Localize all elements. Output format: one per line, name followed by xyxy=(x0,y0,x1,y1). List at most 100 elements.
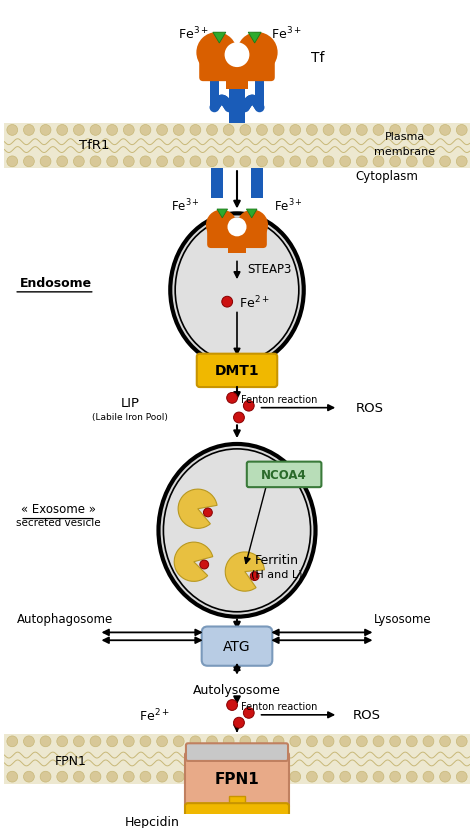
Circle shape xyxy=(241,101,251,111)
Circle shape xyxy=(196,33,237,74)
Circle shape xyxy=(243,708,254,719)
Circle shape xyxy=(256,125,267,136)
Bar xyxy=(226,74,248,89)
Circle shape xyxy=(240,772,251,782)
Circle shape xyxy=(190,125,201,136)
Circle shape xyxy=(290,125,301,136)
Circle shape xyxy=(252,99,261,108)
Circle shape xyxy=(217,95,226,105)
FancyBboxPatch shape xyxy=(199,50,275,82)
Wedge shape xyxy=(225,552,264,591)
Circle shape xyxy=(423,125,434,136)
Circle shape xyxy=(40,156,51,167)
Circle shape xyxy=(223,736,234,747)
Circle shape xyxy=(207,156,218,167)
Circle shape xyxy=(123,772,134,782)
Circle shape xyxy=(240,125,251,136)
Text: secreted vesicle: secreted vesicle xyxy=(16,518,100,527)
Bar xyxy=(210,70,219,109)
Circle shape xyxy=(123,736,134,747)
Circle shape xyxy=(211,101,221,111)
Circle shape xyxy=(7,125,18,136)
Text: ROS: ROS xyxy=(353,709,381,721)
Circle shape xyxy=(406,772,417,782)
FancyBboxPatch shape xyxy=(185,752,289,809)
Text: Autophagosome: Autophagosome xyxy=(17,613,113,625)
Circle shape xyxy=(203,508,212,518)
Circle shape xyxy=(340,156,351,167)
Circle shape xyxy=(57,772,68,782)
Polygon shape xyxy=(217,209,228,219)
Circle shape xyxy=(340,736,351,747)
Circle shape xyxy=(256,156,267,167)
Circle shape xyxy=(173,156,184,167)
Text: membrane: membrane xyxy=(374,147,436,156)
Circle shape xyxy=(323,736,334,747)
Circle shape xyxy=(240,156,251,167)
Text: STEAP3: STEAP3 xyxy=(247,262,291,276)
Circle shape xyxy=(356,736,367,747)
Bar xyxy=(4,734,470,783)
Circle shape xyxy=(245,97,255,107)
Circle shape xyxy=(173,736,184,747)
Circle shape xyxy=(7,736,18,747)
Circle shape xyxy=(173,125,184,136)
Text: Fenton reaction: Fenton reaction xyxy=(241,394,318,404)
Circle shape xyxy=(225,43,249,68)
Circle shape xyxy=(40,772,51,782)
Circle shape xyxy=(456,772,467,782)
Circle shape xyxy=(273,772,284,782)
Circle shape xyxy=(214,97,224,107)
FancyBboxPatch shape xyxy=(185,803,289,828)
Circle shape xyxy=(107,125,118,136)
Circle shape xyxy=(223,101,233,111)
Circle shape xyxy=(242,99,252,109)
Text: (H and L): (H and L) xyxy=(250,569,302,579)
Circle shape xyxy=(107,736,118,747)
Text: TfR1: TfR1 xyxy=(80,139,110,152)
Circle shape xyxy=(356,772,367,782)
Text: FPN1: FPN1 xyxy=(215,771,259,786)
Text: Endosome: Endosome xyxy=(19,277,91,289)
Circle shape xyxy=(255,104,264,113)
Circle shape xyxy=(247,95,257,105)
Circle shape xyxy=(237,210,268,242)
Circle shape xyxy=(250,572,259,580)
Circle shape xyxy=(240,736,251,747)
Text: Fe$^{3+}$: Fe$^{3+}$ xyxy=(178,26,208,42)
Circle shape xyxy=(390,125,401,136)
Circle shape xyxy=(224,104,234,113)
Circle shape xyxy=(140,125,151,136)
Circle shape xyxy=(157,736,167,747)
Circle shape xyxy=(290,772,301,782)
Circle shape xyxy=(218,96,228,105)
Circle shape xyxy=(273,125,284,136)
Polygon shape xyxy=(246,209,257,219)
Circle shape xyxy=(340,772,351,782)
Circle shape xyxy=(307,772,317,782)
Circle shape xyxy=(256,772,267,782)
Text: ATG: ATG xyxy=(223,639,251,653)
Circle shape xyxy=(24,125,34,136)
Circle shape xyxy=(243,401,254,412)
Circle shape xyxy=(250,97,260,107)
Text: Autolysosome: Autolysosome xyxy=(193,683,281,696)
Circle shape xyxy=(217,95,227,105)
Circle shape xyxy=(227,393,237,404)
Text: Plasma: Plasma xyxy=(385,132,425,142)
Circle shape xyxy=(222,297,233,308)
Circle shape xyxy=(73,736,84,747)
Bar xyxy=(211,169,223,199)
FancyBboxPatch shape xyxy=(207,222,267,248)
Circle shape xyxy=(246,96,256,105)
Text: Fe$^{3+}$: Fe$^{3+}$ xyxy=(273,198,302,214)
Circle shape xyxy=(207,772,218,782)
Circle shape xyxy=(40,125,51,136)
Circle shape xyxy=(57,736,68,747)
Circle shape xyxy=(323,125,334,136)
Circle shape xyxy=(273,736,284,747)
Circle shape xyxy=(73,772,84,782)
Circle shape xyxy=(254,102,264,112)
Circle shape xyxy=(249,96,259,106)
Circle shape xyxy=(7,156,18,167)
